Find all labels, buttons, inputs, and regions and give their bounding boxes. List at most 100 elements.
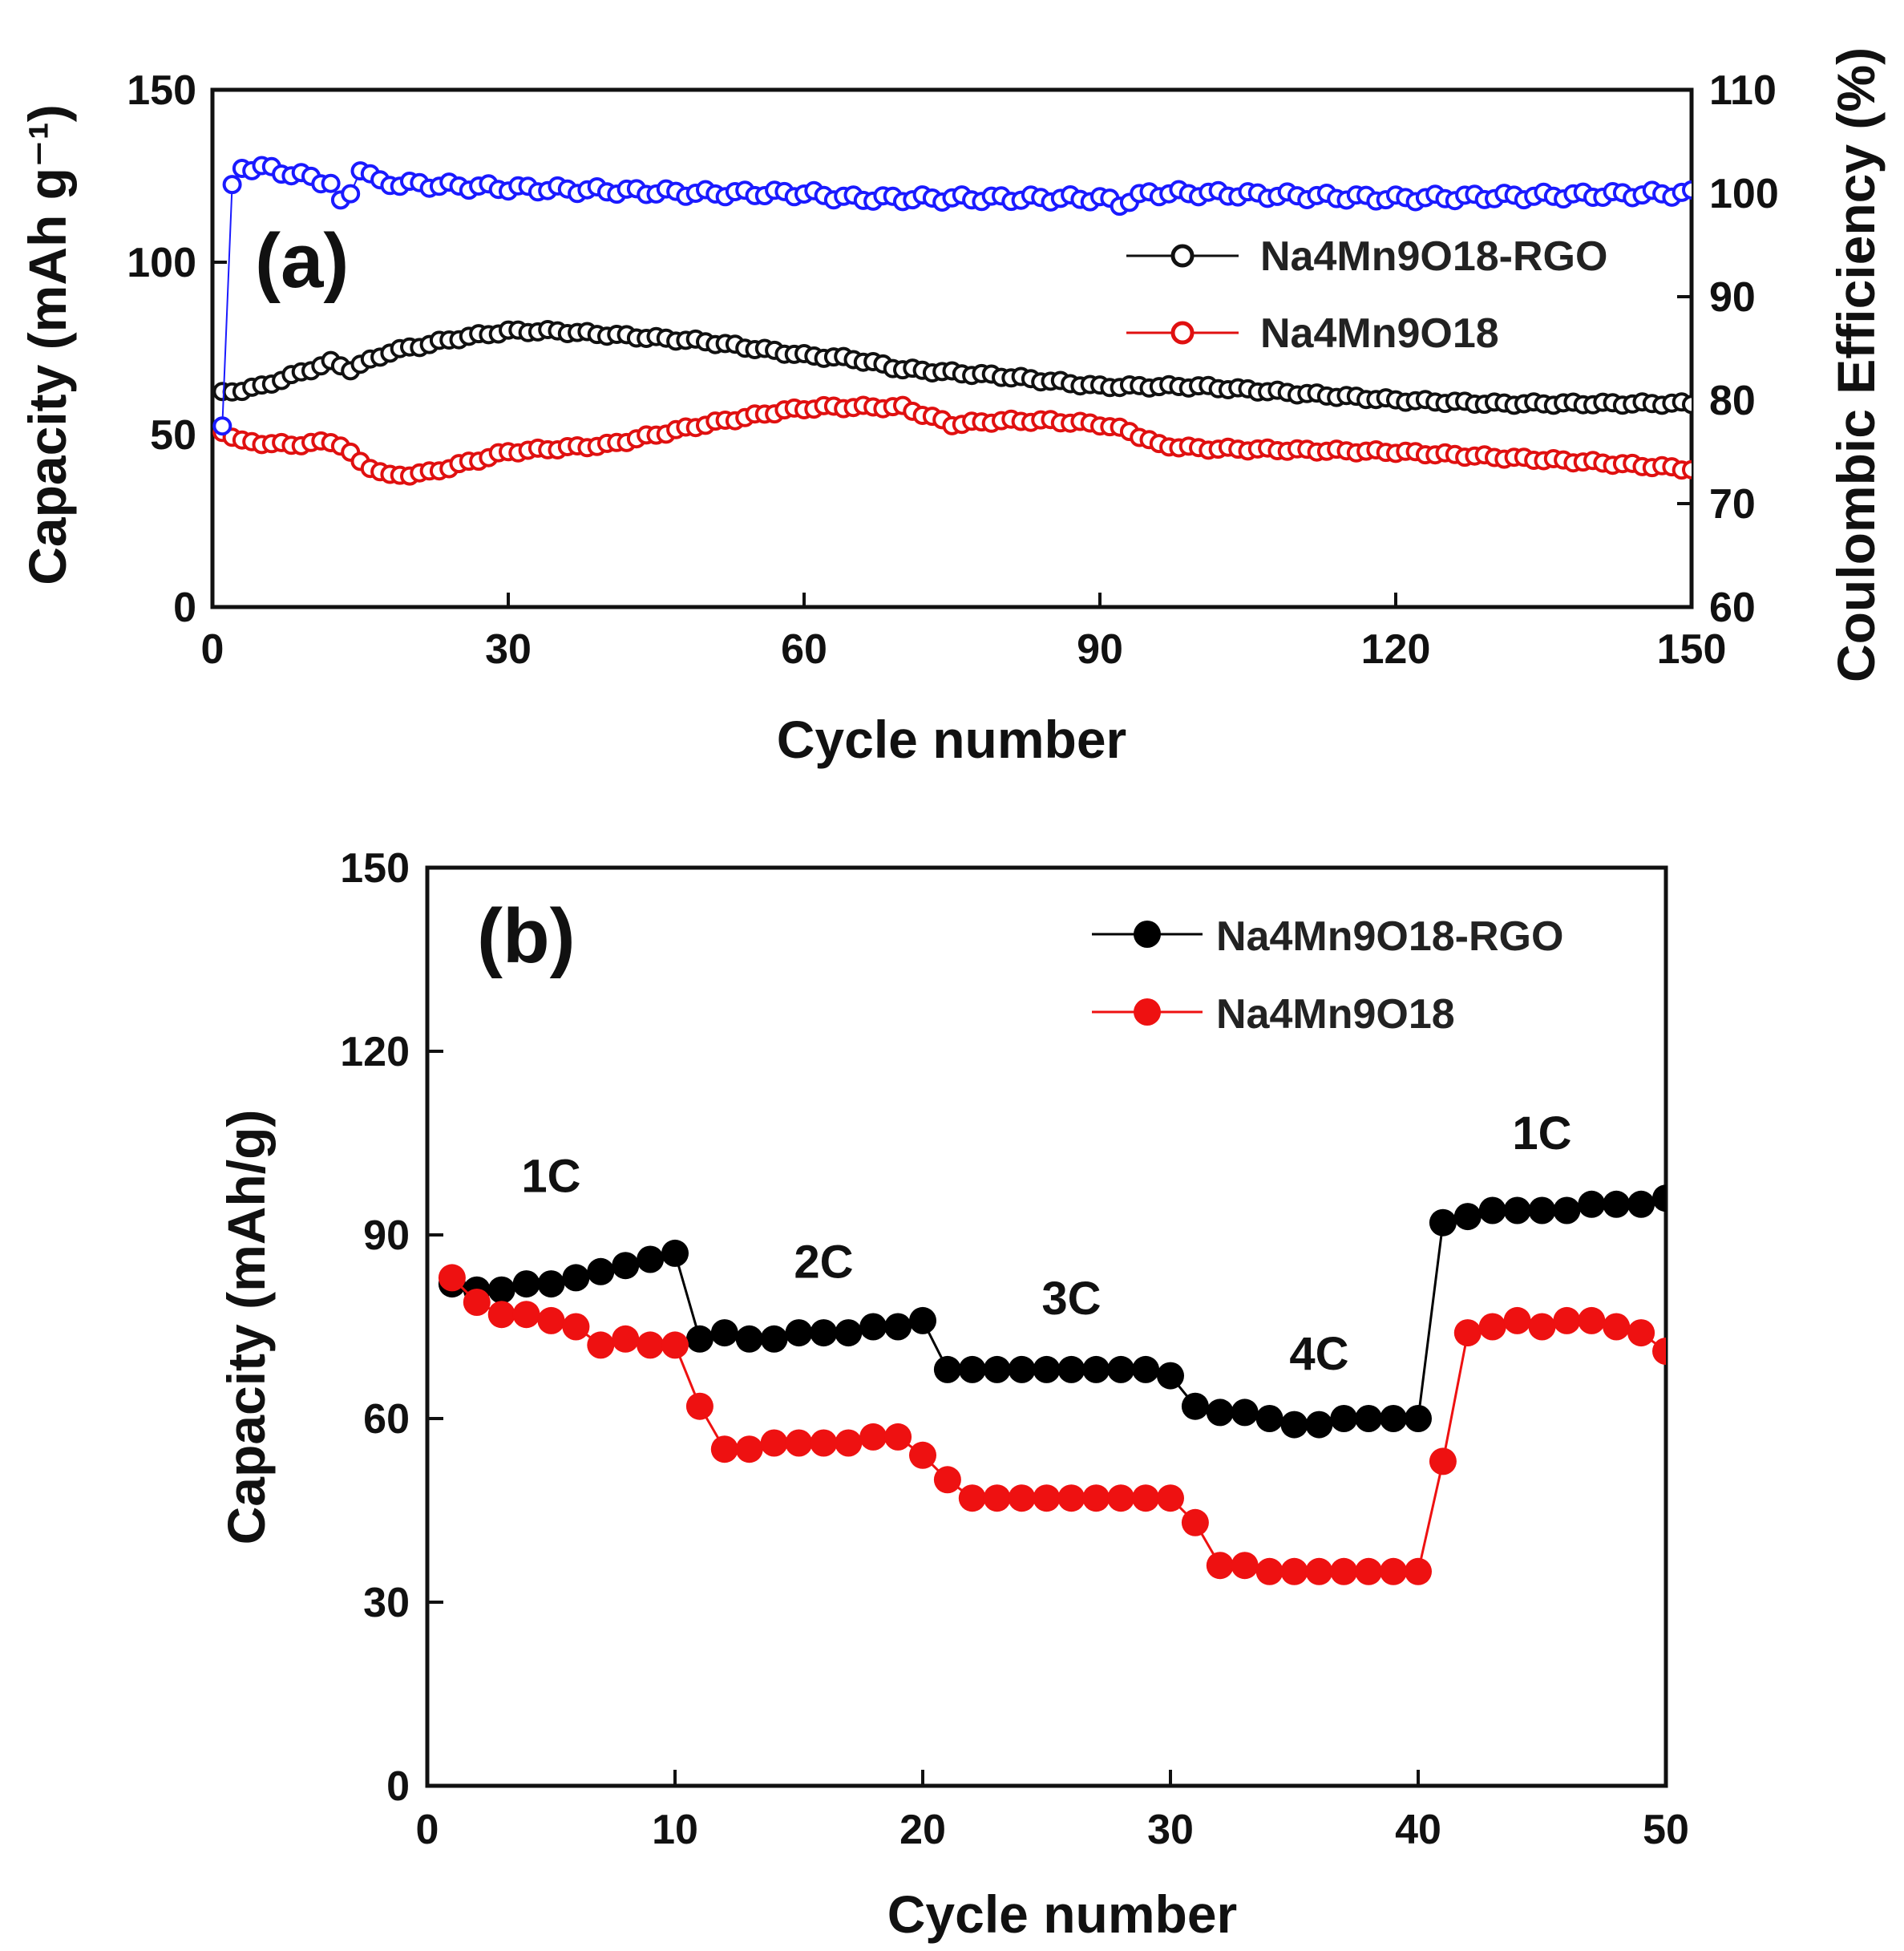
rate-labels-b: 1C 2C 3C 4C 1C xyxy=(521,1107,1571,1380)
data-point-b xyxy=(512,1301,540,1329)
data-point-b xyxy=(562,1264,590,1292)
x-tick-label-a: 0 xyxy=(201,626,224,673)
data-point-b xyxy=(958,1355,986,1383)
legend-label-rgo-a: Na4Mn9O18-RGO xyxy=(1260,233,1607,280)
data-point-b xyxy=(1132,1355,1160,1383)
y-tick-label-a: 0 xyxy=(173,585,196,631)
y-tick-label-b: 0 xyxy=(386,1763,410,1810)
data-point-b xyxy=(1355,1405,1383,1432)
data-point-b xyxy=(463,1289,491,1316)
data-point-b xyxy=(661,1239,689,1267)
plot-frame-b xyxy=(425,865,1668,1788)
data-point-b xyxy=(1082,1484,1110,1512)
data-point-b xyxy=(1405,1405,1432,1432)
data-point-b xyxy=(760,1429,788,1457)
data-point-b xyxy=(1107,1355,1135,1383)
data-point-b xyxy=(612,1325,640,1353)
series-coulombic-efficiency-a xyxy=(212,156,1692,436)
data-point-b xyxy=(562,1313,590,1341)
y2-tick-label-a: 70 xyxy=(1709,481,1756,528)
rate-label: 4C xyxy=(1289,1328,1348,1380)
data-point-b xyxy=(1008,1355,1036,1383)
x-tick-label-b: 30 xyxy=(1147,1807,1194,1853)
axis-ticks-b: 0 10 20 30 40 50 0 30 60 90 120 150 xyxy=(340,845,1689,1853)
series-rgo-b xyxy=(438,1184,1666,1439)
data-point-b xyxy=(1652,1338,1666,1365)
legend-marker-bare-b xyxy=(1134,998,1161,1026)
y-tick-label-a: 50 xyxy=(150,412,196,459)
data-point-b xyxy=(1578,1190,1606,1218)
y2-tick-label-a: 90 xyxy=(1709,274,1756,321)
data-point-b xyxy=(1157,1362,1184,1390)
y-tick-label-b: 60 xyxy=(363,1396,410,1443)
legend-marker-bare-a xyxy=(1170,321,1195,345)
x-axis-title-b: Cycle number xyxy=(887,1884,1237,1944)
data-point-b xyxy=(1231,1398,1259,1427)
data-point-b xyxy=(1305,1411,1333,1439)
data-point-b xyxy=(487,1301,515,1329)
data-point-a xyxy=(321,173,341,193)
data-point-b xyxy=(637,1331,665,1359)
data-point-b xyxy=(1305,1557,1333,1585)
data-point-b xyxy=(1355,1557,1383,1585)
x-tick-label-a: 150 xyxy=(1657,626,1727,673)
x-axis-title-a: Cycle number xyxy=(777,710,1126,769)
y-tick-label-a: 100 xyxy=(127,240,196,286)
data-point-b xyxy=(1627,1190,1655,1218)
data-point-b xyxy=(512,1270,540,1298)
legend-label-rgo-b: Na4Mn9O18-RGO xyxy=(1216,913,1563,960)
y2-axis-title-a: Coulombic Efficiency (%) xyxy=(1826,47,1886,682)
data-point-a xyxy=(222,175,242,195)
x-tick-label-a: 30 xyxy=(485,626,532,673)
data-point-b xyxy=(909,1441,936,1469)
data-point-b xyxy=(1380,1557,1408,1585)
data-point-b xyxy=(1652,1184,1666,1212)
data-point-b xyxy=(1280,1411,1308,1439)
data-point-b xyxy=(1033,1355,1061,1383)
data-point-b xyxy=(710,1319,738,1347)
data-point-b xyxy=(1429,1208,1457,1237)
data-point-b xyxy=(710,1435,738,1463)
data-point-b xyxy=(958,1484,986,1512)
data-point-b xyxy=(1578,1306,1606,1334)
data-point-b xyxy=(1553,1196,1581,1224)
data-point-b xyxy=(735,1435,763,1463)
x-tick-label-b: 0 xyxy=(416,1807,439,1853)
data-point-b xyxy=(1255,1557,1283,1585)
data-point-b xyxy=(1453,1203,1482,1231)
data-point-b xyxy=(1255,1405,1283,1432)
rate-label: 1C xyxy=(521,1151,580,1203)
data-point-b xyxy=(1181,1392,1209,1420)
data-point-b xyxy=(933,1355,961,1383)
data-point-b xyxy=(810,1319,838,1347)
y-tick-label-b: 30 xyxy=(363,1580,410,1626)
y2-tick-label-a: 100 xyxy=(1709,171,1779,217)
panel-label-b: (b) xyxy=(477,893,576,979)
data-point-b xyxy=(587,1257,615,1285)
data-point-b xyxy=(1553,1306,1581,1334)
data-point-b xyxy=(1503,1196,1531,1224)
data-point-b xyxy=(1330,1557,1358,1585)
data-point-b xyxy=(1132,1484,1160,1512)
data-point-b xyxy=(785,1429,813,1457)
data-point-b xyxy=(909,1306,936,1334)
data-point-b xyxy=(537,1270,565,1298)
data-point-b xyxy=(835,1429,863,1457)
y2-tick-label-a: 110 xyxy=(1709,67,1777,114)
x-tick-label-b: 50 xyxy=(1643,1807,1689,1853)
series-rgo-a xyxy=(212,320,1692,415)
data-point-b xyxy=(1008,1484,1036,1512)
data-point-b xyxy=(1206,1398,1234,1427)
data-point-b xyxy=(1405,1557,1432,1585)
series-bare-b xyxy=(438,1264,1666,1585)
data-point-b xyxy=(760,1325,788,1353)
rate-label: 2C xyxy=(794,1236,853,1288)
data-point-b xyxy=(1627,1319,1655,1347)
data-point-b xyxy=(1330,1405,1358,1432)
legend-label-bare-b: Na4Mn9O18 xyxy=(1216,991,1455,1038)
data-point-a xyxy=(1682,459,1692,480)
data-point-b xyxy=(1033,1484,1061,1512)
